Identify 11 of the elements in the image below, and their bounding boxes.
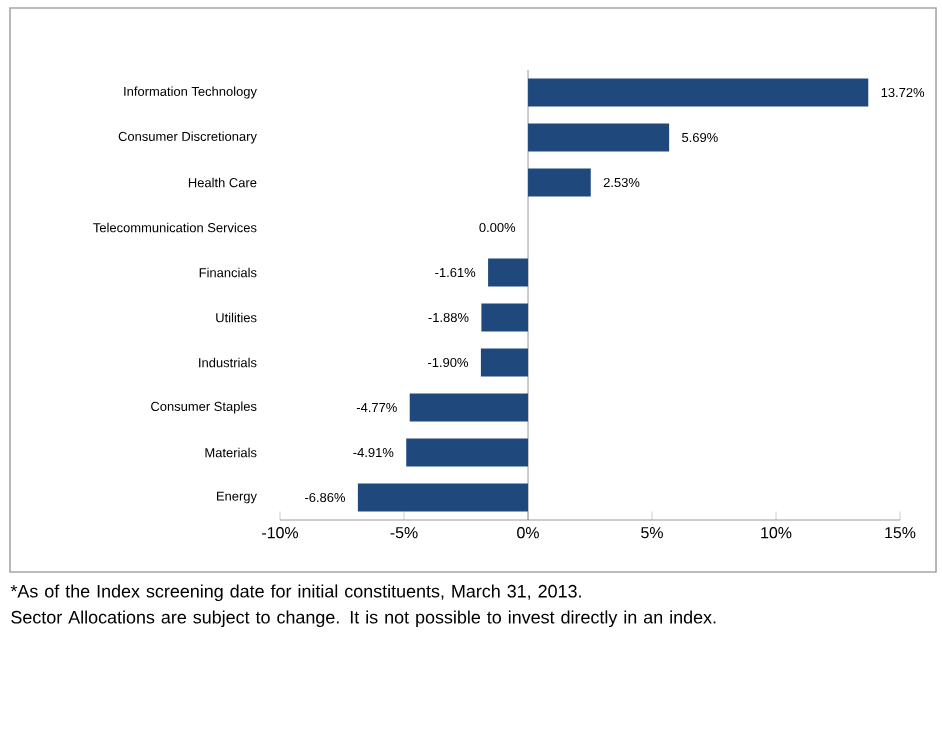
bar [406, 438, 529, 467]
bar [528, 78, 869, 107]
bar [480, 348, 529, 377]
bar [357, 483, 529, 512]
bar [528, 168, 591, 197]
bar [409, 393, 529, 422]
text: Sector Allocations are subject to change. It is not possible to invest directly in an index. [11, 610, 716, 628]
bar [481, 303, 529, 332]
bar [488, 258, 529, 287]
text: *As of the Index screening date for initial constituents, March 31, 2013. [10, 584, 581, 602]
bar [528, 123, 670, 152]
